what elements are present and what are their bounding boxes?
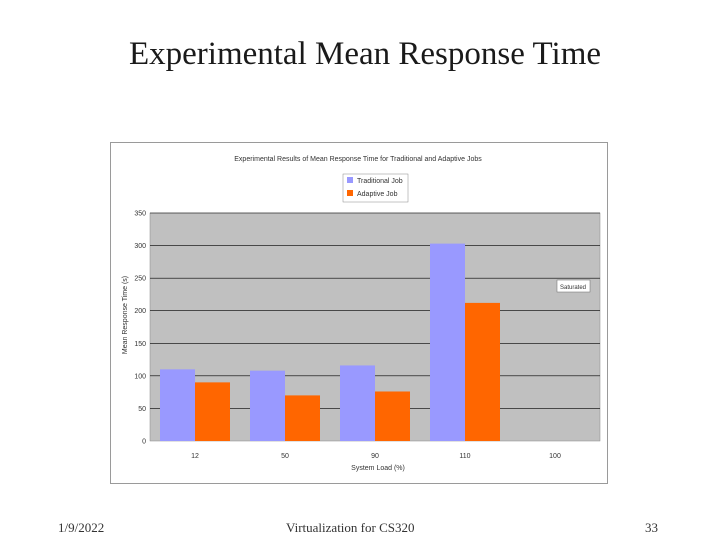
chart-legend: Traditional Job Adaptive Job: [342, 173, 409, 203]
saturated-annotation: Saturated: [556, 279, 591, 293]
legend-swatch-adaptive: [347, 190, 353, 196]
legend-swatch-traditional: [347, 177, 353, 183]
bar-adaptive: [285, 395, 320, 441]
chart-title: Experimental Results of Mean Response Ti…: [234, 156, 482, 163]
y-tick-label: 250: [134, 276, 146, 283]
bar-adaptive: [465, 302, 500, 441]
y-tick-label: 100: [134, 373, 146, 380]
x-tick-label: 12: [191, 453, 199, 460]
y-tick-label: 350: [134, 211, 146, 218]
bar-chart: Experimental Results of Mean Response Ti…: [122, 156, 601, 472]
bar-adaptive: [195, 382, 230, 441]
bars: [160, 243, 500, 441]
footer-date: 1/9/2022: [58, 520, 105, 535]
footer-title: Virtualization for CS320: [286, 520, 415, 535]
bar-traditional: [430, 243, 465, 441]
bar-traditional: [340, 365, 375, 441]
y-tick-label: 0: [142, 439, 146, 446]
legend-label-adaptive: Adaptive Job: [357, 191, 398, 198]
x-axis-ticks: 12 50 90 110 100: [191, 453, 561, 460]
legend-label-traditional: Traditional Job: [357, 178, 403, 185]
slide-title: Experimental Mean Response Time: [128, 36, 602, 72]
y-tick-label: 200: [134, 308, 146, 315]
bar-adaptive: [375, 391, 410, 441]
y-tick-label: 300: [134, 243, 146, 250]
y-axis-ticks: 0 50 100 150 200 250 300 350: [134, 211, 146, 446]
page-number: 33: [645, 520, 658, 535]
x-tick-label: 90: [371, 453, 379, 460]
y-tick-label: 150: [134, 341, 146, 348]
saturated-label: Saturated: [560, 285, 586, 291]
y-tick-label: 50: [138, 406, 146, 413]
x-tick-label: 50: [281, 453, 289, 460]
x-axis-label: System Load (%): [351, 465, 405, 472]
x-tick-label: 100: [549, 453, 561, 460]
y-axis-label: Mean Response Time (s): [122, 276, 129, 354]
bar-traditional: [160, 369, 195, 441]
x-tick-label: 110: [459, 453, 470, 460]
bar-traditional: [250, 370, 285, 441]
